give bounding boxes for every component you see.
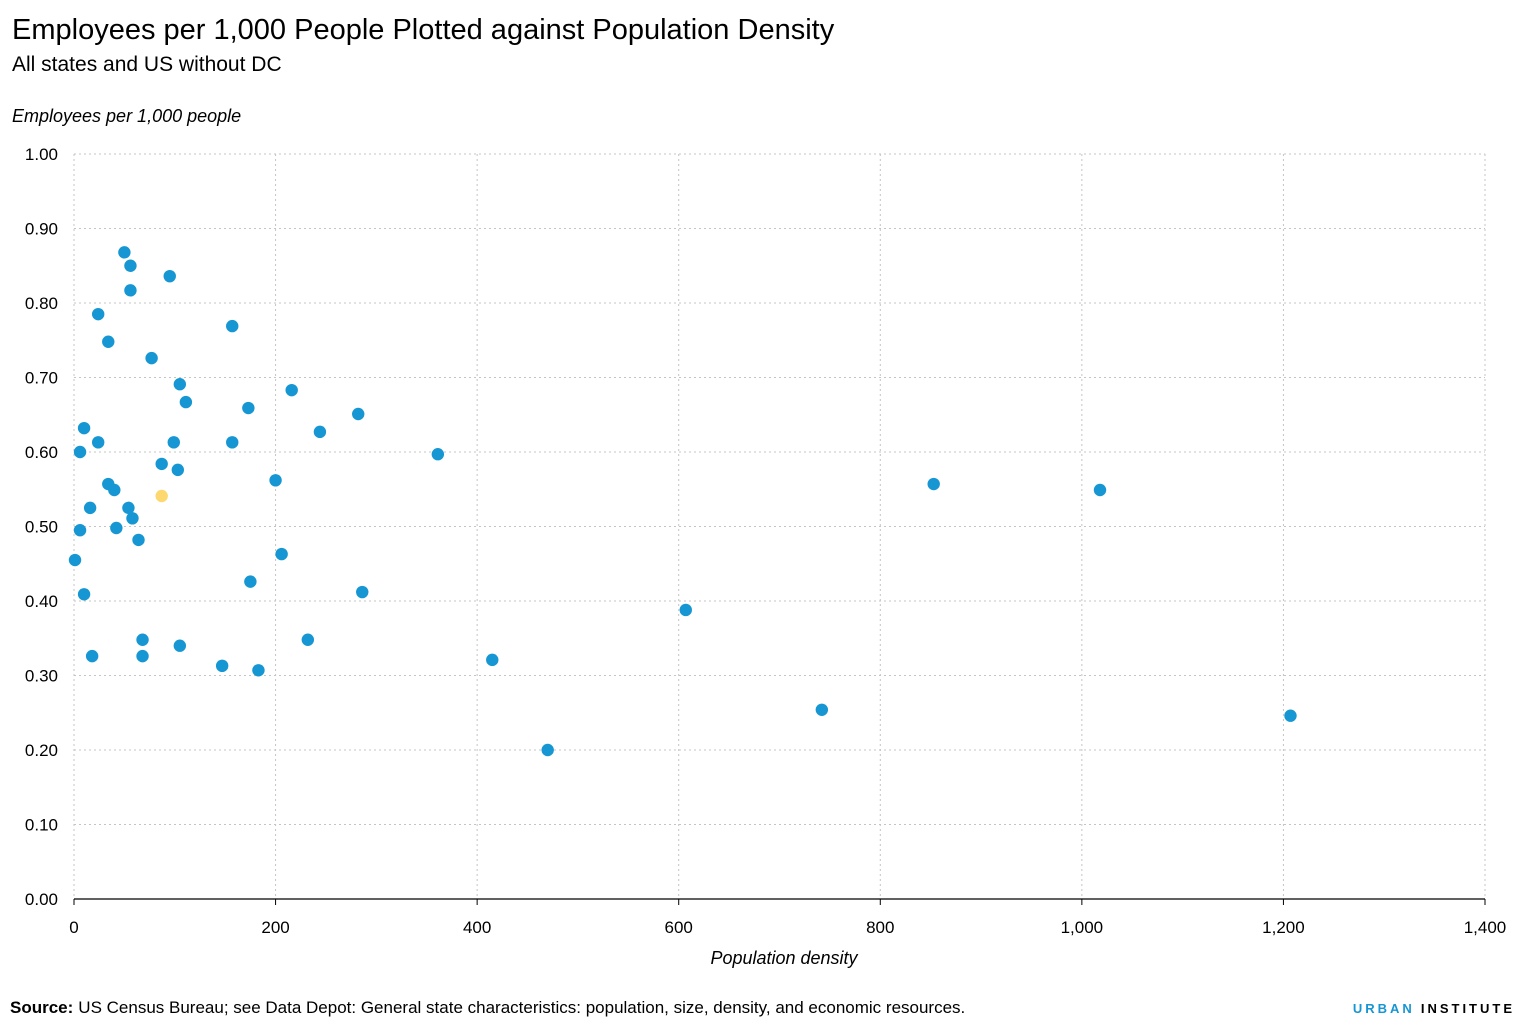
- data-point: [679, 603, 692, 617]
- data-point: [252, 664, 265, 677]
- chart-title: Employees per 1,000 People Plotted again…: [12, 14, 835, 46]
- y-axis-ticks: 0.00 0.10 0.20 0.30 0.40 0.50 0.60 0.70 0.80 0.90…: [25, 145, 58, 909]
- urban-institute-logo: URBAN INSTITUTE: [1353, 1001, 1515, 1016]
- y-tick-label: 0.10: [25, 816, 58, 835]
- x-tick-label: 200: [261, 918, 289, 937]
- y-axis-label: Employees per 1,000 people: [12, 106, 241, 126]
- data-point: [352, 407, 365, 421]
- data-point: [1093, 483, 1107, 497]
- data-point: [136, 649, 149, 663]
- x-tick-label: 1,200: [1262, 918, 1305, 937]
- x-tick-label: 1,000: [1061, 918, 1104, 937]
- data-point: [163, 269, 176, 283]
- data-point: [179, 395, 193, 409]
- y-tick-label: 0.90: [25, 220, 58, 239]
- y-tick-label: 0.60: [25, 443, 58, 462]
- data-point: [356, 585, 369, 599]
- data-point: [301, 633, 315, 646]
- y-tick-label: 0.20: [25, 741, 58, 760]
- x-axis-label: Population density: [710, 948, 858, 968]
- data-point: [244, 575, 257, 588]
- data-point-highlighted: [155, 489, 168, 503]
- x-tick-label: 0: [69, 918, 78, 937]
- data-point: [136, 633, 149, 646]
- data-point: [155, 457, 168, 471]
- data-point: [173, 378, 187, 391]
- data-point: [145, 351, 158, 365]
- x-tick-label: 400: [463, 918, 491, 937]
- x-tick-label: 800: [866, 918, 894, 937]
- data-point: [77, 588, 91, 601]
- data-point: [91, 436, 105, 449]
- data-point: [226, 436, 239, 449]
- y-tick-label: 0.80: [25, 294, 58, 313]
- data-point: [1284, 709, 1297, 722]
- x-tick-label: 600: [665, 918, 693, 937]
- plot-area: 0 200 400 600 800 1,000 1,200 1,400 0.00 0.10 0.2…: [25, 145, 1506, 937]
- data-point: [541, 743, 554, 757]
- data-point: [85, 649, 99, 663]
- x-axis-ticks: 0 200 400 600 800 1,000 1,200 1,400: [69, 899, 1506, 937]
- data-point: [431, 448, 445, 461]
- x-tick-label: 1,400: [1464, 918, 1507, 937]
- data-point: [313, 425, 327, 439]
- y-tick-label: 0.70: [25, 369, 58, 388]
- y-tick-label: 0.30: [25, 667, 58, 686]
- data-point: [269, 474, 282, 487]
- data-point: [73, 524, 87, 537]
- data-point: [73, 445, 87, 459]
- data-point: [226, 319, 239, 333]
- y-tick-label: 0.50: [25, 518, 58, 537]
- data-point: [215, 659, 229, 673]
- data-point: [102, 335, 115, 348]
- data-points: [68, 246, 1297, 757]
- source-note: Source: US Census Bureau; see Data Depot:…: [10, 998, 965, 1017]
- logo-urban: URBAN: [1353, 1001, 1415, 1016]
- data-point: [118, 246, 131, 259]
- data-point: [124, 284, 137, 297]
- data-point: [486, 653, 499, 667]
- data-point: [927, 477, 940, 491]
- data-point: [108, 483, 121, 497]
- logo-institute: INSTITUTE: [1421, 1001, 1515, 1016]
- gridlines: [73, 153, 1486, 899]
- data-point: [132, 533, 145, 547]
- data-point: [124, 259, 137, 272]
- data-point: [815, 703, 829, 716]
- data-point: [110, 521, 123, 535]
- data-point: [91, 307, 105, 321]
- data-point: [77, 421, 91, 435]
- y-tick-label: 0.40: [25, 592, 58, 611]
- data-point: [122, 501, 135, 515]
- data-point: [173, 639, 187, 652]
- data-point: [167, 436, 180, 449]
- y-tick-label: 0.00: [25, 890, 58, 909]
- chart-subtitle: All states and US without DC: [12, 53, 282, 76]
- data-point: [68, 553, 82, 567]
- data-point: [171, 463, 185, 477]
- data-point: [242, 401, 255, 415]
- data-point: [126, 512, 139, 525]
- y-tick-label: 1.00: [25, 145, 58, 164]
- source-text: US Census Bureau; see Data Depot: Genera…: [78, 998, 965, 1017]
- source-label: Source:: [10, 998, 73, 1017]
- data-point: [83, 501, 97, 515]
- data-point: [285, 383, 298, 397]
- data-point: [275, 547, 288, 561]
